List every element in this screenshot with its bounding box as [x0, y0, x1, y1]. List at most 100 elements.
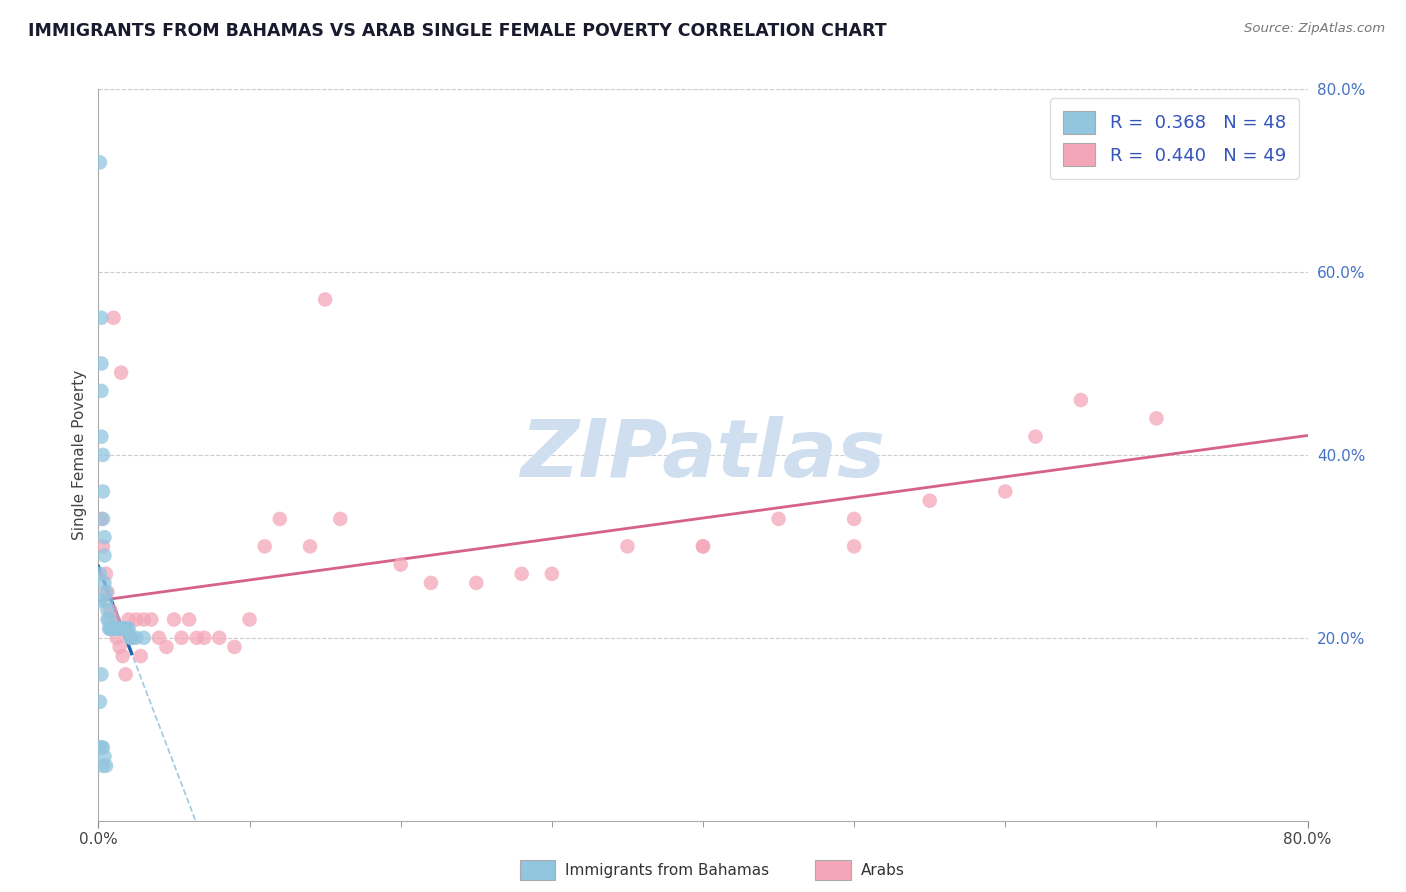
- Point: [100, 603, 122, 617]
- Point: [100, 622, 122, 636]
- Point: [186, 631, 208, 645]
- Point: [94, 594, 117, 608]
- Point: [148, 631, 170, 645]
- Point: [129, 649, 152, 664]
- Point: [90, 384, 112, 398]
- Point: [118, 613, 141, 627]
- Point: [420, 576, 443, 591]
- Point: [91, 740, 114, 755]
- Point: [90, 512, 112, 526]
- Point: [179, 613, 201, 627]
- Point: [93, 749, 115, 764]
- Point: [692, 539, 714, 553]
- Point: [90, 667, 112, 681]
- Point: [108, 640, 131, 654]
- Point: [101, 622, 124, 636]
- Point: [105, 622, 128, 636]
- Point: [111, 622, 134, 636]
- Text: Arabs: Arabs: [860, 863, 904, 878]
- Point: [239, 613, 262, 627]
- Point: [269, 512, 291, 526]
- Point: [540, 566, 562, 581]
- Point: [96, 585, 118, 599]
- Point: [170, 631, 193, 645]
- Point: [98, 613, 121, 627]
- Point: [94, 566, 117, 581]
- Point: [692, 539, 714, 553]
- Point: [91, 512, 114, 526]
- Point: [110, 366, 132, 380]
- Point: [101, 622, 124, 636]
- Point: [90, 430, 112, 444]
- Point: [100, 622, 122, 636]
- Point: [121, 631, 143, 645]
- Point: [1024, 430, 1046, 444]
- Point: [224, 640, 246, 654]
- Point: [89, 566, 111, 581]
- Point: [994, 484, 1017, 499]
- Point: [465, 576, 488, 591]
- Point: [118, 622, 141, 636]
- Point: [96, 613, 118, 627]
- Text: Source: ZipAtlas.com: Source: ZipAtlas.com: [1244, 22, 1385, 36]
- Point: [389, 558, 412, 572]
- Point: [1070, 392, 1092, 407]
- Point: [616, 539, 638, 553]
- Point: [110, 622, 132, 636]
- Point: [132, 613, 155, 627]
- Point: [98, 622, 121, 636]
- Point: [94, 758, 117, 772]
- Point: [89, 740, 111, 755]
- Point: [89, 594, 111, 608]
- Point: [768, 512, 790, 526]
- Point: [125, 631, 148, 645]
- Point: [103, 622, 125, 636]
- Point: [103, 613, 125, 627]
- Point: [1144, 411, 1167, 425]
- Point: [163, 613, 186, 627]
- Point: [115, 622, 138, 636]
- Point: [90, 310, 112, 325]
- Point: [108, 622, 131, 636]
- Point: [111, 649, 134, 664]
- Point: [96, 603, 118, 617]
- Text: IMMIGRANTS FROM BAHAMAS VS ARAB SINGLE FEMALE POVERTY CORRELATION CHART: IMMIGRANTS FROM BAHAMAS VS ARAB SINGLE F…: [28, 22, 887, 40]
- Point: [141, 613, 163, 627]
- Point: [132, 631, 155, 645]
- Point: [91, 758, 114, 772]
- Point: [208, 631, 231, 645]
- Point: [329, 512, 352, 526]
- Point: [91, 539, 114, 553]
- Point: [114, 667, 136, 681]
- Point: [155, 640, 177, 654]
- Point: [93, 549, 115, 563]
- Point: [105, 631, 128, 645]
- Point: [844, 512, 866, 526]
- Point: [94, 585, 117, 599]
- Point: [193, 631, 215, 645]
- Text: ZIPatlas: ZIPatlas: [520, 416, 886, 494]
- Point: [112, 622, 135, 636]
- Point: [104, 622, 127, 636]
- Legend: R =  0.368   N = 48, R =  0.440   N = 49: R = 0.368 N = 48, R = 0.440 N = 49: [1050, 98, 1299, 179]
- Point: [107, 622, 129, 636]
- Point: [103, 310, 125, 325]
- Point: [89, 695, 111, 709]
- Point: [253, 539, 276, 553]
- Point: [125, 613, 148, 627]
- Point: [93, 530, 115, 544]
- Point: [314, 293, 336, 307]
- Point: [299, 539, 322, 553]
- Point: [90, 356, 112, 371]
- Point: [103, 622, 125, 636]
- Point: [104, 622, 127, 636]
- Point: [91, 448, 114, 462]
- Point: [91, 484, 114, 499]
- Point: [120, 631, 142, 645]
- Point: [510, 566, 533, 581]
- Y-axis label: Single Female Poverty: Single Female Poverty: [72, 370, 87, 540]
- Point: [114, 622, 136, 636]
- Point: [93, 576, 115, 591]
- Text: Immigrants from Bahamas: Immigrants from Bahamas: [565, 863, 769, 878]
- Point: [89, 155, 111, 169]
